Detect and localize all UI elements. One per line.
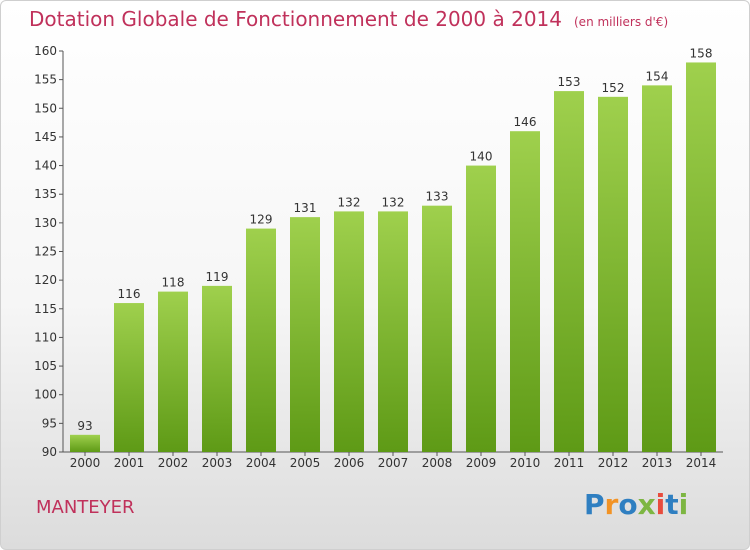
bar-value-label: 152 bbox=[602, 81, 625, 95]
bar-value-label: 132 bbox=[382, 195, 405, 209]
bar-value-label: 118 bbox=[162, 276, 185, 290]
x-tick-label: 2007 bbox=[378, 456, 409, 470]
bar-2004 bbox=[246, 228, 276, 452]
commune-name: MANTEYER bbox=[36, 497, 135, 518]
bar-2012 bbox=[598, 96, 628, 452]
bar-2006 bbox=[334, 211, 364, 452]
y-tick-label: 120 bbox=[34, 273, 57, 287]
y-tick-label: 145 bbox=[34, 130, 57, 144]
bar-value-label: 133 bbox=[426, 190, 449, 204]
logo-letter: P bbox=[584, 488, 605, 521]
bar-value-label: 129 bbox=[250, 213, 273, 227]
x-tick-label: 2000 bbox=[70, 456, 101, 470]
title-subtitle: (en milliers d'€) bbox=[574, 15, 669, 29]
x-tick-label: 2006 bbox=[334, 456, 365, 470]
x-tick-label: 2004 bbox=[246, 456, 277, 470]
bar-value-label: 146 bbox=[514, 115, 537, 129]
x-tick-label: 2009 bbox=[466, 456, 497, 470]
x-tick-label: 2003 bbox=[202, 456, 233, 470]
logo-letter: r bbox=[604, 488, 619, 521]
bar-2007 bbox=[378, 211, 408, 452]
bar-2014 bbox=[686, 62, 716, 452]
y-tick-label: 90 bbox=[42, 445, 57, 459]
y-tick-label: 130 bbox=[34, 216, 57, 230]
logo-letter: x bbox=[637, 488, 656, 521]
x-tick-label: 2014 bbox=[686, 456, 717, 470]
x-tick-label: 2008 bbox=[422, 456, 453, 470]
bar-value-label: 119 bbox=[206, 270, 229, 284]
logo-letter: t bbox=[665, 488, 679, 521]
y-tick-label: 115 bbox=[34, 302, 57, 316]
y-tick-label: 100 bbox=[34, 388, 57, 402]
bar-2000 bbox=[70, 434, 100, 452]
y-tick-label: 105 bbox=[34, 359, 57, 373]
y-tick-label: 150 bbox=[34, 101, 57, 115]
proxiti-logo: Proxiti bbox=[584, 488, 688, 521]
bar-2010 bbox=[510, 131, 540, 452]
bar-2011 bbox=[554, 91, 584, 452]
x-tick-label: 2002 bbox=[158, 456, 189, 470]
logo-letter: i bbox=[655, 488, 666, 521]
chart-title: Dotation Globale de Fonctionnement de 20… bbox=[29, 7, 668, 31]
y-tick-label: 95 bbox=[42, 416, 57, 430]
x-tick-label: 2012 bbox=[598, 456, 629, 470]
y-tick-label: 160 bbox=[34, 44, 57, 58]
y-tick-label: 140 bbox=[34, 159, 57, 173]
y-tick-label: 125 bbox=[34, 245, 57, 259]
bar-2009 bbox=[466, 165, 496, 453]
bar-2003 bbox=[202, 285, 232, 452]
y-tick-label: 135 bbox=[34, 187, 57, 201]
x-tick-label: 2011 bbox=[554, 456, 585, 470]
x-tick-label: 2001 bbox=[114, 456, 145, 470]
x-tick-label: 2010 bbox=[510, 456, 541, 470]
bar-2002 bbox=[158, 291, 188, 452]
bar-2005 bbox=[290, 217, 320, 452]
bar-value-label: 116 bbox=[118, 287, 141, 301]
x-tick-label: 2005 bbox=[290, 456, 321, 470]
logo-letter: o bbox=[618, 488, 638, 521]
bar-value-label: 140 bbox=[470, 150, 493, 164]
y-tick-label: 155 bbox=[34, 73, 57, 87]
bar-value-label: 158 bbox=[690, 46, 713, 60]
bar-value-label: 154 bbox=[646, 69, 669, 83]
bar-2013 bbox=[642, 85, 672, 452]
title-main: Dotation Globale de Fonctionnement de 20… bbox=[29, 7, 562, 31]
bar-value-label: 132 bbox=[338, 195, 361, 209]
bar-value-label: 153 bbox=[558, 75, 581, 89]
x-tick-label: 2013 bbox=[642, 456, 673, 470]
bar-2008 bbox=[422, 205, 452, 452]
logo-letter: i bbox=[678, 488, 689, 521]
bar-2001 bbox=[114, 303, 144, 452]
y-tick-label: 110 bbox=[34, 330, 57, 344]
bar-value-label: 131 bbox=[294, 201, 317, 215]
bar-value-label: 93 bbox=[77, 419, 92, 433]
